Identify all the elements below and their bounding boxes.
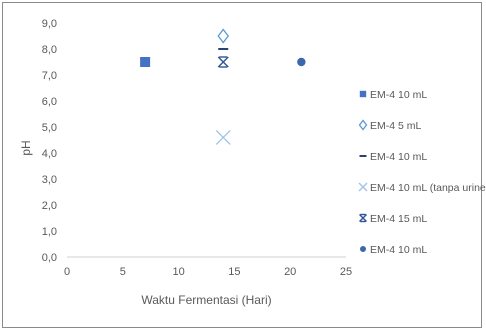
data-point (140, 57, 151, 67)
legend-label: EM-4 10 mL (370, 244, 427, 256)
legend: EM-4 10 mL EM-4 5 mL EM-4 10 mL EM-4 10 mL … (358, 89, 486, 256)
y-tick-label: 4,0 (42, 148, 57, 160)
circle-mark (297, 57, 306, 67)
x-tick-label: 25 (340, 266, 352, 278)
legend-label: EM-4 10 mL (tanpa urine) (370, 182, 486, 194)
square-mark (359, 90, 367, 98)
x-tick-label: 5 (120, 266, 126, 278)
chart-frame (2, 2, 482, 328)
diamond-mark (358, 119, 368, 131)
legend-label: EM-4 10 mL (370, 89, 427, 101)
y-tick-label: 9,0 (42, 18, 57, 30)
marker-diamond-open (358, 119, 368, 131)
data-point (217, 28, 230, 44)
y-tick-label: 7,0 (42, 70, 57, 82)
y-tick-label: 2,0 (42, 200, 57, 212)
y-tick-label: 8,0 (42, 44, 57, 56)
legend-label: EM-4 10 mL (370, 151, 427, 163)
diamond-mark (217, 28, 230, 44)
y-tick-label: 5,0 (42, 122, 57, 134)
legend-item: EM-4 10 mL (359, 151, 427, 163)
circle-mark (360, 246, 366, 252)
y-axis-title: pH (19, 140, 33, 155)
x-axis-title: Waktu Fermentasi (Hari) (141, 293, 271, 307)
legend-item: EM-4 5 mL (358, 119, 422, 132)
marker-circle (360, 246, 366, 252)
legend-item: EM-4 15 mL (359, 213, 427, 225)
x-tick-label: 15 (228, 266, 240, 278)
x-tick-label: 20 (284, 266, 296, 278)
square-mark (140, 57, 151, 67)
legend-label: EM-4 5 mL (370, 120, 422, 132)
marker-square (359, 90, 367, 98)
y-tick-label: 3,0 (42, 174, 57, 186)
x-mark-stroke (358, 182, 368, 192)
legend-item: EM-4 10 mL (359, 89, 427, 101)
data-points (140, 28, 306, 145)
asterisk-stroke (359, 214, 367, 222)
legend-item: EM-4 10 mL (360, 244, 427, 256)
data-point (297, 57, 306, 67)
x-mark-stroke (215, 129, 231, 145)
data-point (217, 56, 229, 68)
asterisk-stroke (217, 56, 229, 68)
y-tick-label: 6,0 (42, 96, 57, 108)
x-tick-label: 0 (64, 266, 70, 278)
y-tick-label: 0,0 (42, 252, 57, 264)
axes: 0,0 1,0 2,0 3,0 4,0 5,0 6,0 7,0 8,0 9,0 0 5 10 15 20 25 (42, 18, 352, 278)
y-tick-label: 1,0 (42, 226, 57, 238)
x-tick-label: 10 (172, 266, 184, 278)
data-point (215, 129, 231, 145)
legend-label: EM-4 15 mL (370, 213, 427, 225)
marker-x (358, 182, 368, 192)
legend-item: EM-4 10 mL (tanpa urine) (358, 182, 486, 194)
marker-asterisk (359, 213, 367, 223)
